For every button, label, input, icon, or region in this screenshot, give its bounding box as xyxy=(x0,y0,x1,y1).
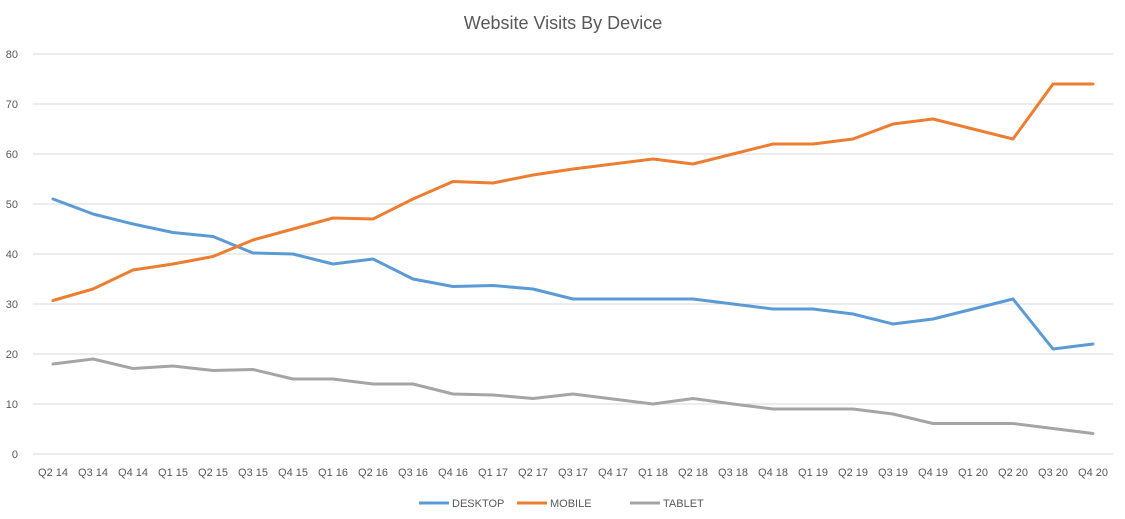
y-tick-label: 60 xyxy=(6,149,18,161)
x-tick-label: Q3 18 xyxy=(718,467,748,479)
x-tick-label: Q3 20 xyxy=(1038,467,1068,479)
x-tick-label: Q4 19 xyxy=(918,467,948,479)
x-tick-label: Q2 15 xyxy=(198,467,228,479)
x-tick-label: Q2 14 xyxy=(38,467,68,479)
x-tick-label: Q4 18 xyxy=(758,467,788,479)
y-tick-label: 70 xyxy=(6,99,18,111)
y-tick-label: 10 xyxy=(6,399,18,411)
x-axis-ticks: Q2 14 Q3 14 Q4 14 Q1 15 Q2 15 Q3 15 Q4 15 Q1 16… xyxy=(38,467,1108,479)
legend-label: MOBILE xyxy=(550,498,592,510)
x-tick-label: Q1 20 xyxy=(958,467,988,479)
legend: DESKTOP MOBILE TABLET xyxy=(419,498,704,510)
y-tick-label: 50 xyxy=(6,199,18,211)
x-tick-label: Q4 16 xyxy=(438,467,468,479)
x-tick-label: Q4 15 xyxy=(278,467,308,479)
x-tick-label: Q4 14 xyxy=(118,467,148,479)
legend-label: TABLET xyxy=(663,498,704,510)
x-tick-label: Q2 17 xyxy=(518,467,548,479)
x-tick-label: Q3 19 xyxy=(878,467,908,479)
x-tick-label: Q2 19 xyxy=(838,467,868,479)
y-tick-label: 80 xyxy=(6,49,18,61)
y-tick-label: 30 xyxy=(6,299,18,311)
gridlines xyxy=(33,53,1113,455)
x-tick-label: Q4 20 xyxy=(1078,467,1108,479)
x-tick-label: Q3 17 xyxy=(558,467,588,479)
y-tick-label: 40 xyxy=(6,249,18,261)
y-tick-label: 20 xyxy=(6,349,18,361)
x-tick-label: Q3 16 xyxy=(398,467,428,479)
x-tick-label: Q1 17 xyxy=(478,467,508,479)
series-line-mobile xyxy=(51,82,1095,302)
series-lines xyxy=(51,82,1095,435)
x-tick-label: Q2 20 xyxy=(998,467,1028,479)
y-axis-ticks: 0 10 20 30 40 50 60 70 80 xyxy=(6,49,18,461)
x-tick-label: Q3 15 xyxy=(238,467,268,479)
series-line-tablet xyxy=(51,357,1095,435)
x-tick-label: Q1 18 xyxy=(638,467,668,479)
y-tick-label: 0 xyxy=(12,449,18,461)
x-tick-label: Q1 16 xyxy=(318,467,348,479)
x-tick-label: Q1 19 xyxy=(798,467,828,479)
x-tick-label: Q3 14 xyxy=(78,467,108,479)
x-tick-label: Q1 15 xyxy=(158,467,188,479)
chart-title: Website Visits By Device xyxy=(464,13,662,33)
series-line-desktop xyxy=(51,197,1095,351)
x-tick-label: Q2 16 xyxy=(358,467,388,479)
legend-label: DESKTOP xyxy=(452,498,504,510)
x-tick-label: Q4 17 xyxy=(598,467,628,479)
x-tick-label: Q2 18 xyxy=(678,467,708,479)
